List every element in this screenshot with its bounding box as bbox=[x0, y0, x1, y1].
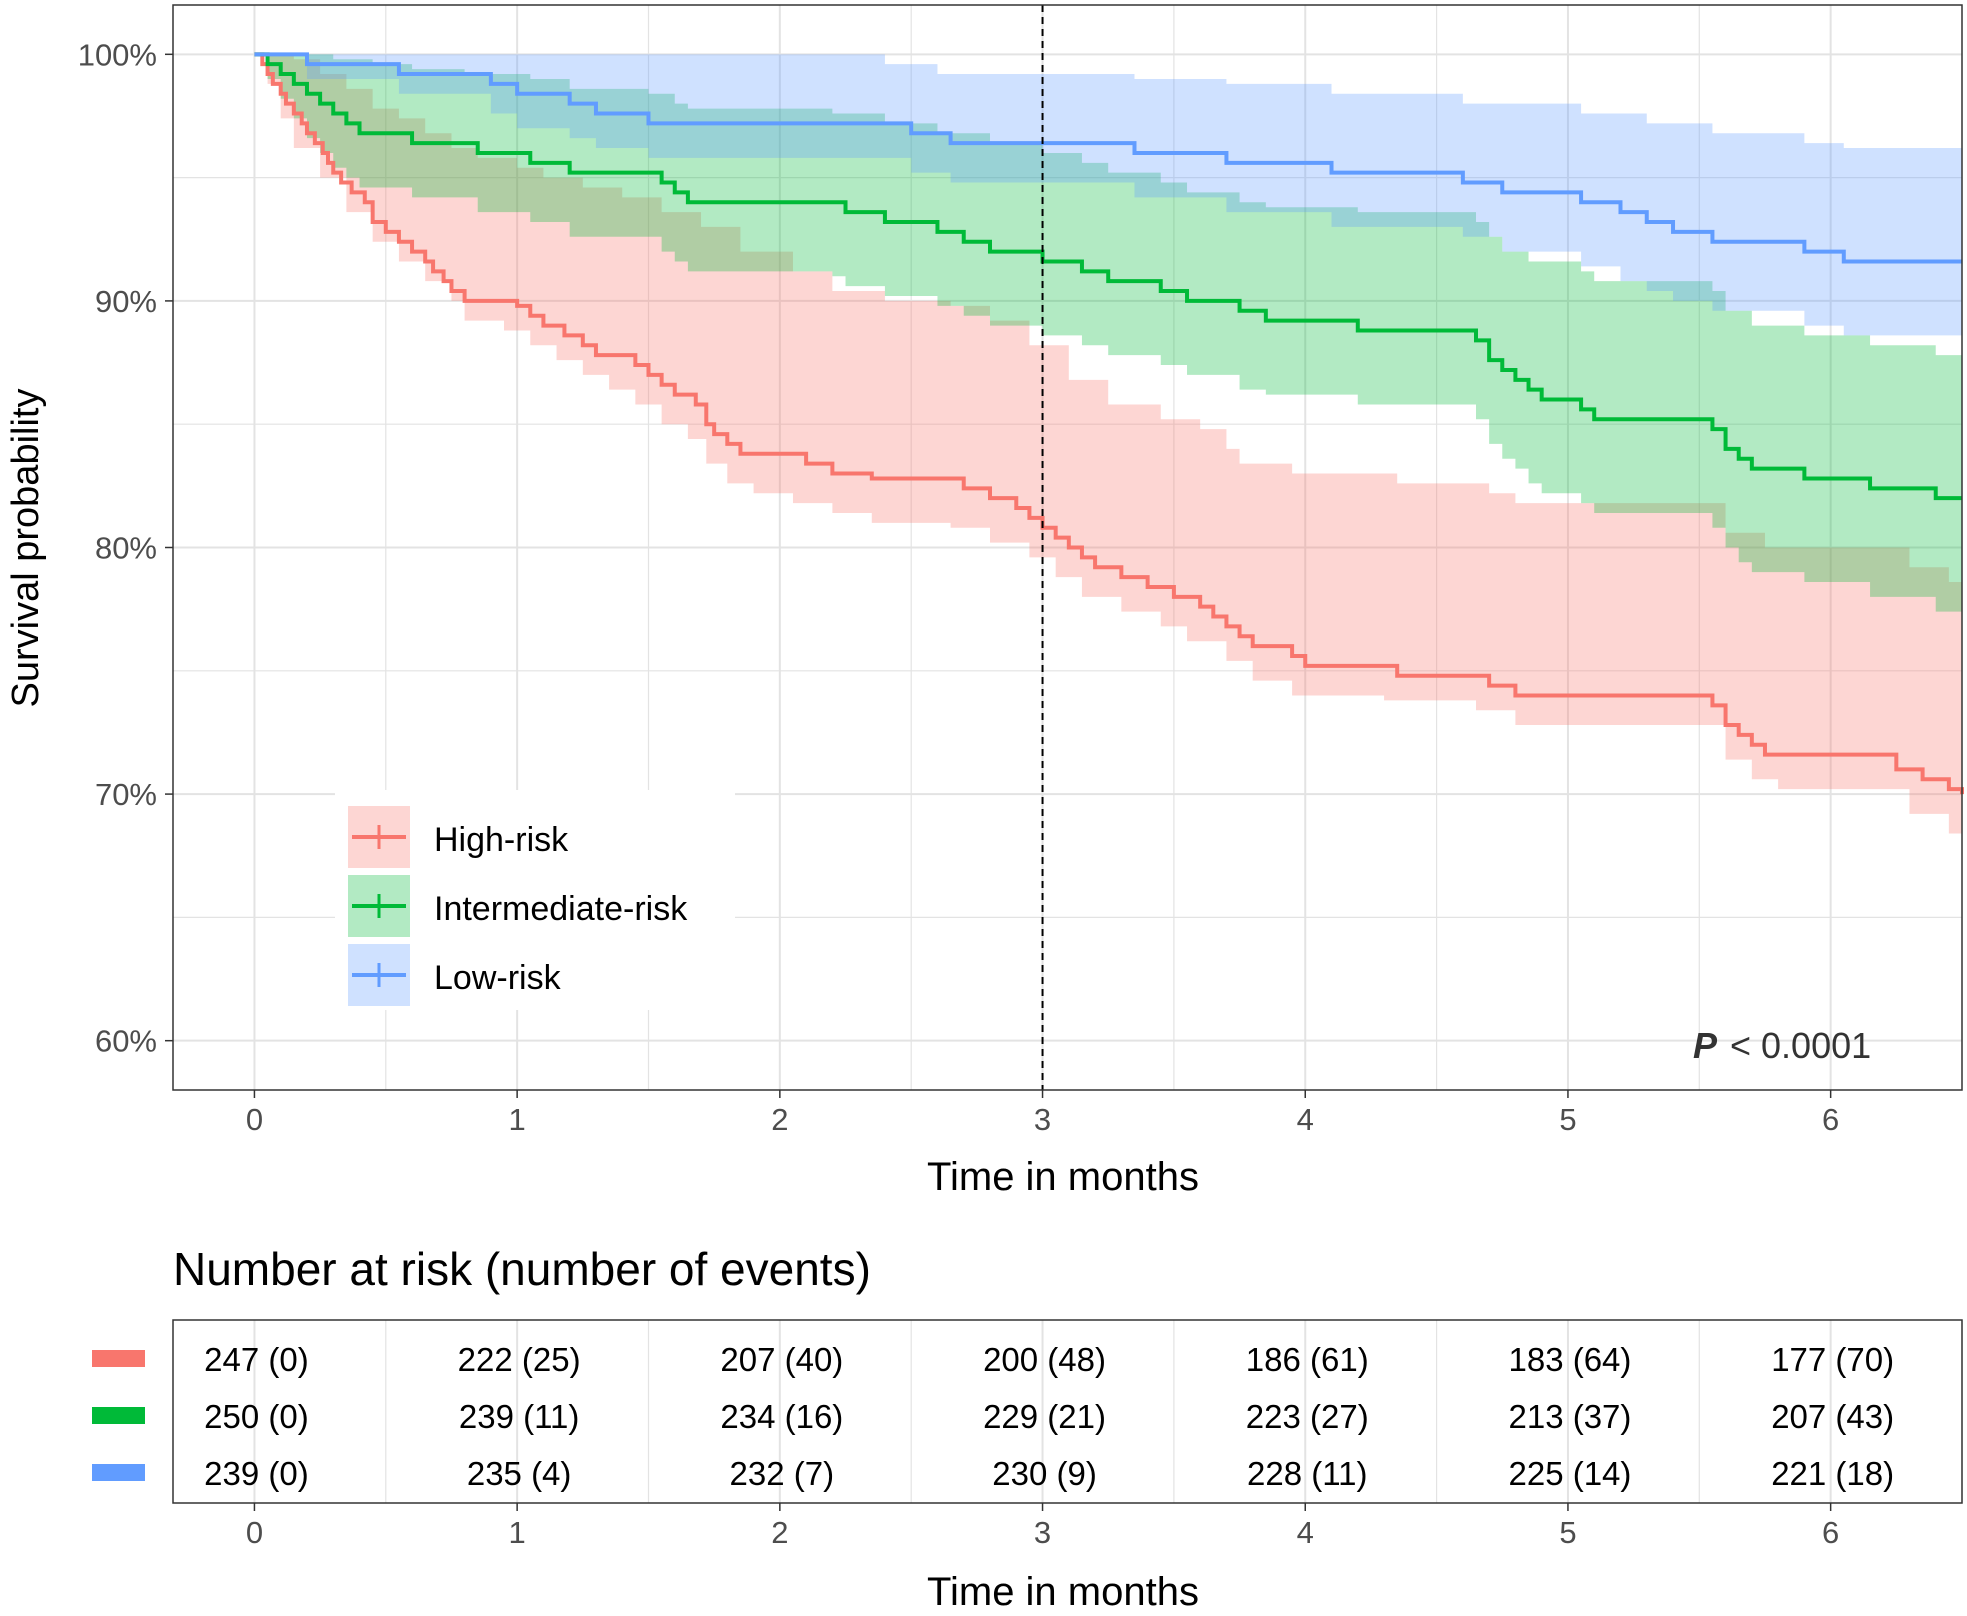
legend-item-intermediate-risk: Intermediate-risk bbox=[348, 875, 688, 937]
risk-cell: 239 (11) bbox=[459, 1398, 579, 1435]
y-tick-label: 100% bbox=[78, 37, 157, 72]
legend-label-low-risk: Low-risk bbox=[434, 959, 562, 997]
survival-curve-high-risk bbox=[254, 52, 1964, 795]
risk-cell: 228 (11) bbox=[1247, 1455, 1367, 1492]
y-tick-label: 60% bbox=[95, 1024, 157, 1059]
x-tick-label: 1 bbox=[509, 1102, 526, 1137]
risk-cell: 213 (37) bbox=[1508, 1398, 1631, 1435]
y-axis-ticks: 100% 90% 80% 70% 60% bbox=[78, 37, 173, 1059]
risk-cell: 223 (27) bbox=[1246, 1398, 1369, 1435]
legend-label-intermediate-risk: Intermediate-risk bbox=[434, 890, 688, 928]
x-tick-label: 6 bbox=[1822, 1102, 1839, 1137]
survival-plot-panel: 100% 90% 80% 70% 60% 0 1 2 3 4 5 6 Survival probab… bbox=[5, 4, 1964, 1199]
x-tick-label: 3 bbox=[1034, 1102, 1051, 1137]
y-axis-label: Survival probability bbox=[5, 389, 47, 708]
risk-x-tick-label: 1 bbox=[509, 1515, 526, 1550]
risk-cell: 232 (7) bbox=[730, 1455, 835, 1492]
legend: High-risk Intermediate-risk Low-risk bbox=[335, 790, 735, 1010]
risk-swatch-high-risk bbox=[92, 1350, 145, 1367]
x-axis-ticks: 0 1 2 3 4 5 6 bbox=[246, 1090, 1839, 1137]
risk-cell: 186 (61) bbox=[1246, 1341, 1369, 1378]
risk-cell: 225 (14) bbox=[1508, 1455, 1631, 1492]
risk-x-tick-label: 2 bbox=[771, 1515, 788, 1550]
risk-table-cells: 247 (0) 222 (25) 207 (40) 200 (48) 186 (61) 1… bbox=[204, 1341, 1894, 1492]
x-tick-label: 0 bbox=[246, 1102, 263, 1137]
survival-curve-intermediate-risk bbox=[254, 52, 1962, 501]
risk-cell: 221 (18) bbox=[1771, 1455, 1894, 1492]
y-tick-label: 90% bbox=[95, 284, 157, 319]
risk-swatch-intermediate-risk bbox=[92, 1407, 145, 1424]
ci-band-low-risk bbox=[254, 54, 1962, 341]
risk-x-tick-label: 0 bbox=[246, 1515, 263, 1550]
risk-x-tick-label: 3 bbox=[1034, 1515, 1051, 1550]
x-tick-label: 2 bbox=[771, 1102, 788, 1137]
risk-cell: 177 (70) bbox=[1771, 1341, 1894, 1378]
risk-cell: 235 (4) bbox=[467, 1455, 572, 1492]
risk-x-tick-label: 6 bbox=[1822, 1515, 1839, 1550]
risk-table-x-label: Time in months bbox=[927, 1570, 1199, 1611]
p-value-label: P bbox=[1693, 1025, 1718, 1066]
risk-table-title: Number at risk (number of events) bbox=[173, 1243, 871, 1295]
risk-cell: 229 (21) bbox=[983, 1398, 1106, 1435]
x-tick-label: 4 bbox=[1297, 1102, 1314, 1137]
legend-item-high-risk: High-risk bbox=[348, 806, 569, 868]
risk-table-swatches bbox=[92, 1350, 145, 1481]
risk-cell: 200 (48) bbox=[983, 1341, 1106, 1378]
risk-cell: 207 (40) bbox=[720, 1341, 843, 1378]
x-tick-label: 5 bbox=[1559, 1102, 1576, 1137]
x-axis-label: Time in months bbox=[927, 1155, 1199, 1199]
y-tick-label: 70% bbox=[95, 777, 157, 812]
risk-table-border bbox=[172, 1319, 1963, 1504]
risk-table-x-ticks: 0 1 2 3 4 5 6 bbox=[246, 1503, 1839, 1550]
risk-cell: 230 (9) bbox=[992, 1455, 1097, 1492]
risk-cell: 239 (0) bbox=[204, 1455, 309, 1492]
legend-label-high-risk: High-risk bbox=[434, 821, 569, 859]
survival-curves bbox=[254, 52, 1964, 795]
risk-cell: 183 (64) bbox=[1508, 1341, 1631, 1378]
risk-cell: 222 (25) bbox=[458, 1341, 581, 1378]
legend-item-low-risk: Low-risk bbox=[348, 944, 562, 1006]
risk-cell: 207 (43) bbox=[1771, 1398, 1894, 1435]
risk-cell: 234 (16) bbox=[720, 1398, 843, 1435]
risk-table: Number at risk (number of events) 247 (0… bbox=[92, 1243, 1963, 1614]
confidence-bands bbox=[254, 54, 1962, 844]
p-value-annotation: P < 0.0001 bbox=[1693, 1025, 1871, 1066]
p-value-text: < 0.0001 bbox=[1730, 1025, 1871, 1066]
risk-swatch-low-risk bbox=[92, 1464, 145, 1481]
ci-band-high-risk bbox=[254, 54, 1962, 844]
risk-cell: 247 (0) bbox=[204, 1341, 309, 1378]
risk-x-tick-label: 5 bbox=[1559, 1515, 1576, 1550]
plot-gridlines bbox=[173, 5, 1962, 1090]
risk-cell: 250 (0) bbox=[204, 1398, 309, 1435]
y-tick-label: 80% bbox=[95, 531, 157, 566]
risk-x-tick-label: 4 bbox=[1297, 1515, 1314, 1550]
risk-table-background bbox=[173, 1320, 1962, 1503]
survival-curve-low-risk bbox=[254, 52, 1962, 264]
ci-band-intermediate-risk bbox=[254, 54, 1962, 617]
